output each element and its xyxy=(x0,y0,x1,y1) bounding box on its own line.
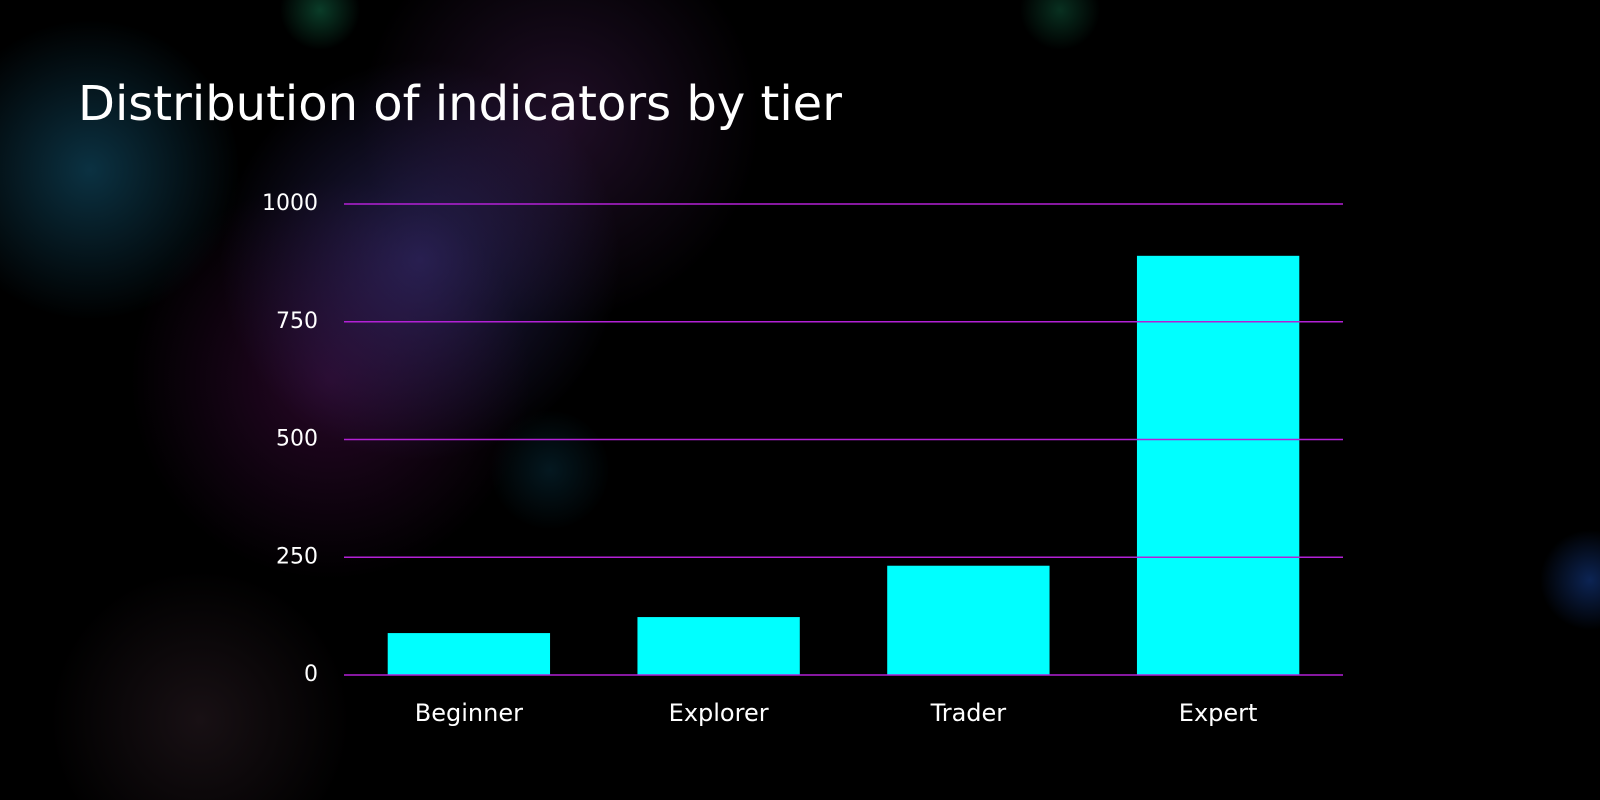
x-tick-label: Expert xyxy=(1179,699,1258,727)
x-tick-label: Trader xyxy=(930,699,1007,727)
y-tick-label: 1000 xyxy=(262,191,318,216)
bar xyxy=(887,565,1050,675)
bar xyxy=(637,617,800,675)
x-tick-label: Explorer xyxy=(669,699,769,727)
x-tick-label: Beginner xyxy=(415,699,523,727)
y-tick-label: 0 xyxy=(304,662,318,687)
chart-title: Distribution of indicators by tier xyxy=(78,76,842,132)
bar xyxy=(387,633,551,675)
y-tick-label: 750 xyxy=(276,309,318,334)
y-tick-label: 250 xyxy=(276,544,318,569)
bar xyxy=(1136,255,1300,675)
y-tick-label: 500 xyxy=(276,427,318,452)
